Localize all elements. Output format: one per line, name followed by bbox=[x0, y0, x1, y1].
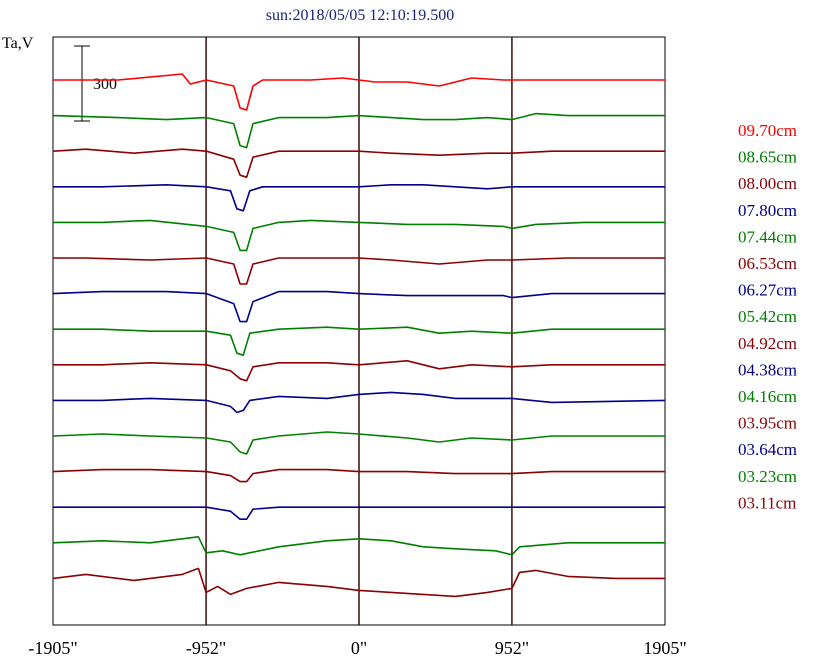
legend-entry-03.23cm: 03.23cm bbox=[738, 467, 797, 486]
legend-entry-04.38cm: 04.38cm bbox=[738, 360, 797, 379]
x-tick-label-0: -1905" bbox=[28, 638, 77, 658]
legend-entry-04.92cm: 04.92cm bbox=[738, 334, 797, 353]
y-axis-label: Ta,V bbox=[2, 35, 34, 52]
series-line-03.11cm bbox=[52, 567, 665, 598]
x-tick-label-2: 0" bbox=[351, 638, 367, 658]
scale-bar: 300 bbox=[74, 45, 117, 122]
series-line-03.64cm bbox=[53, 506, 665, 521]
series-line-03.23cm bbox=[52, 535, 665, 556]
series-line-07.80cm bbox=[53, 184, 665, 212]
legend: 09.70cm 08.65cm 08.00cm 07.80cm 07.44cm 06.53… bbox=[738, 121, 797, 512]
scale-bar-label: 300 bbox=[93, 76, 117, 93]
legend-entry-04.16cm: 04.16cm bbox=[738, 387, 797, 406]
legend-entry-08.00cm: 08.00cm bbox=[738, 174, 797, 193]
legend-entry-03.11cm: 03.11cm bbox=[738, 493, 796, 512]
series-line-04.38cm bbox=[53, 391, 666, 414]
x-tick-label-4: 1905" bbox=[643, 638, 686, 658]
legend-entry-06.53cm: 06.53cm bbox=[738, 254, 797, 273]
series-line-08.65cm bbox=[52, 112, 665, 149]
series-line-06.27cm bbox=[52, 290, 665, 323]
legend-entry-05.42cm: 05.42cm bbox=[738, 307, 797, 326]
legend-entry-07.80cm: 07.80cm bbox=[738, 201, 797, 220]
series-line-07.44cm bbox=[53, 219, 665, 252]
series-line-06.53cm bbox=[53, 257, 665, 285]
legend-entry-09.70cm: 09.70cm bbox=[738, 121, 797, 140]
x-tick-label-1: -952" bbox=[186, 638, 226, 658]
series-group bbox=[52, 73, 666, 598]
series-line-04.92cm bbox=[53, 359, 665, 382]
legend-entry-03.64cm: 03.64cm bbox=[738, 440, 797, 459]
legend-entry-07.44cm: 07.44cm bbox=[738, 227, 797, 246]
x-tick-labels: -1905" -952" 0" 952" 1905" bbox=[28, 638, 686, 658]
series-line-09.70cm bbox=[53, 73, 665, 111]
x-tick-label-3: 952" bbox=[495, 638, 529, 658]
legend-entry-08.65cm: 08.65cm bbox=[738, 148, 797, 167]
series-line-05.42cm bbox=[53, 326, 665, 357]
series-line-04.16cm bbox=[52, 431, 665, 455]
series-line-08.00cm bbox=[52, 148, 665, 178]
legend-entry-03.95cm: 03.95cm bbox=[738, 414, 797, 433]
legend-entry-06.27cm: 06.27cm bbox=[738, 281, 797, 300]
chart-title: sun:2018/05/05 12:10:19.500 bbox=[266, 7, 454, 24]
series-line-03.95cm bbox=[52, 468, 665, 483]
